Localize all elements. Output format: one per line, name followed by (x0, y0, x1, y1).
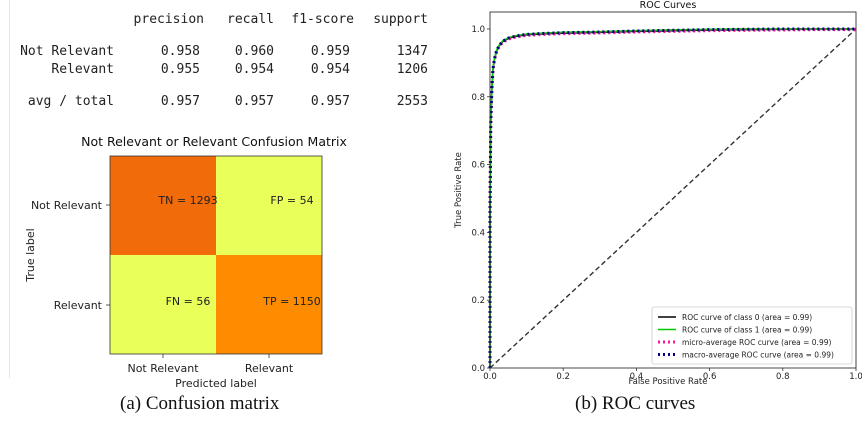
report-header-recall: recall (227, 12, 274, 27)
report-cell: 0.958 (160, 44, 200, 59)
caption-b: (b) ROC curves (575, 393, 696, 414)
report-cell: 2553 (396, 94, 428, 109)
report-cell: 0.955 (160, 62, 200, 77)
report-header-precision: precision (133, 12, 204, 27)
cm-cell-label-fp: FP = 54 (270, 194, 313, 207)
divider-line (9, 0, 10, 378)
cm-cell-label-tn: TN = 1293 (157, 194, 217, 207)
cm-frame (109, 155, 323, 355)
report-row-label: Relevant (51, 62, 114, 77)
roc-title: ROC Curves (640, 0, 697, 11)
roc-ytick-label: 0.0 (471, 364, 485, 374)
cm-cell-fp (216, 156, 322, 255)
roc-lines-group (488, 27, 857, 369)
roc-legend: ROC curve of class 0 (area = 0.99) ROC cu… (651, 306, 853, 365)
cm-cell-tp (216, 255, 322, 354)
classification-report: precision recall f1-score support Not Re… (0, 0, 440, 120)
report-row-label: Not Relevant (20, 44, 114, 59)
roc-xtick-label: 0.0 (483, 372, 497, 382)
cm-ytick-label: Not Relevant (31, 199, 103, 212)
roc-xtick-label: 0.6 (703, 372, 717, 382)
roc-ytick-label: 0.2 (471, 296, 485, 306)
roc-ytick-label: 1.0 (471, 25, 485, 35)
roc-chance-line (489, 28, 857, 369)
report-row-label: avg / total (27, 94, 114, 109)
report-cell: 0.957 (160, 94, 200, 109)
report-cell: 1347 (396, 44, 428, 59)
cm-cell-label-fn: FN = 56 (166, 295, 211, 308)
report-cell: 1206 (396, 62, 428, 77)
panel-confusion: precision recall f1-score support Not Re… (0, 0, 440, 414)
report-cell: 0.954 (310, 62, 350, 77)
cm-cell-fn (110, 255, 216, 354)
roc-legend-label: micro-average ROC curve (area = 0.99) (682, 338, 831, 347)
roc-xtick-label: 1.0 (849, 372, 862, 382)
roc-ytick-label: 0.6 (471, 161, 485, 171)
cm-ytick-label: Relevant (54, 299, 103, 312)
roc-series-line-3 (488, 27, 856, 368)
caption-a: (a) Confusion matrix (120, 393, 280, 414)
report-header-support: support (373, 12, 428, 27)
roc-ytick-label: 0.4 (471, 228, 485, 238)
confusion-matrix-chart: Not Relevant or Relevant Confusion Matri… (24, 134, 347, 390)
roc-xlabel: False Positive Rate (629, 377, 708, 385)
roc-legend-box (651, 306, 853, 365)
roc-frame (489, 11, 857, 369)
cm-title: Not Relevant or Relevant Confusion Matri… (81, 134, 347, 149)
report-cell: 0.957 (234, 94, 274, 109)
roc-ytick-label: 0.8 (471, 93, 485, 103)
report-cell: 0.954 (234, 62, 274, 77)
roc-legend-label: macro-average ROC curve (area = 0.99) (682, 351, 834, 360)
report-cell: 0.960 (234, 44, 274, 59)
roc-xtick-label: 0.2 (556, 372, 570, 382)
report-cell: 0.957 (310, 94, 350, 109)
roc-ylabel: True Positive Rate (454, 152, 464, 229)
roc-chart: ROC Curves 0.0 0.2 0.4 0.6 0.8 1.00.00.20.40.… (454, 0, 862, 385)
cm-ylabel: True label (24, 228, 37, 282)
report-header-f1: f1-score (291, 12, 354, 27)
roc-xtick-label: 0.4 (630, 372, 644, 382)
roc-xtick-label: 0.8 (776, 372, 790, 382)
cm-xlabel: Predicted label (175, 377, 257, 390)
report-cell: 0.959 (310, 44, 350, 59)
cm-cell-tn (110, 156, 216, 255)
cm-xtick-label: Not Relevant (127, 362, 199, 375)
roc-legend-label: ROC curve of class 1 (area = 0.99) (682, 326, 812, 335)
cm-xtick-label: Relevant (245, 362, 294, 375)
roc-legend-label: ROC curve of class 0 (area = 0.99) (682, 313, 812, 322)
roc-axes-group: 0.0 0.2 0.4 0.6 0.8 1.0 0.0 0.2 0.4 0.6 0.8 1.0 (471, 25, 862, 382)
cm-cell-label-tp: TP = 1150 (262, 295, 321, 308)
